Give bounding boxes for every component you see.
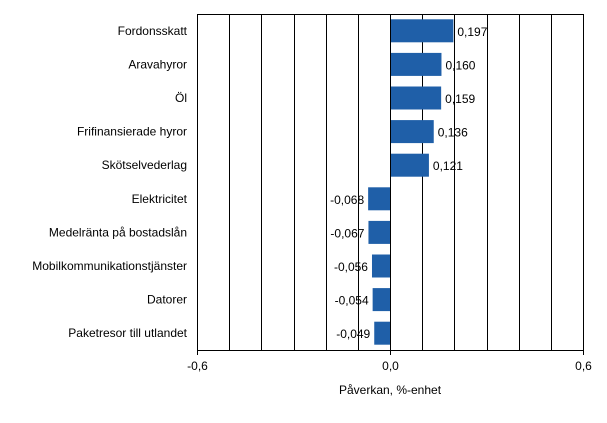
category-label: Öl (175, 91, 187, 105)
bar (390, 86, 442, 110)
category-label: Datorer (147, 293, 187, 307)
bar (390, 120, 434, 144)
bar (390, 19, 454, 43)
category-label: Elektricitet (132, 192, 188, 206)
value-label: 0,197 (457, 25, 487, 39)
value-label: -0,049 (336, 327, 370, 341)
value-label: -0,054 (335, 294, 369, 308)
value-label: 0,159 (445, 92, 475, 106)
x-tick-label: -0,6 (187, 359, 208, 373)
axes: -0,6 0,0 0,6 (187, 14, 592, 373)
value-label: 0,121 (433, 159, 463, 173)
value-label: -0,068 (330, 193, 364, 207)
bar (368, 220, 390, 244)
bar (368, 187, 390, 211)
x-tick-label: 0,0 (382, 359, 399, 373)
x-axis-title: Påverkan, %-enhet (339, 383, 442, 397)
category-labels: Fordonsskatt Aravahyror Öl Frifinansierade … (32, 24, 187, 340)
value-label: -0,067 (330, 226, 364, 240)
value-labels: 0,197 0,160 0,159 0,136 0,121 -0,068 -0,067 -0,… (330, 25, 488, 341)
bar (390, 153, 429, 177)
category-label: Frifinansierade hyror (77, 125, 187, 139)
value-label: 0,136 (438, 126, 468, 140)
category-label: Skötselvederlag (102, 158, 187, 172)
category-label: Aravahyror (128, 57, 187, 71)
category-label: Paketresor till utlandet (68, 326, 187, 340)
bar (372, 288, 390, 312)
category-label: Fordonsskatt (118, 24, 188, 38)
bar (371, 254, 390, 278)
category-label: Medelränta på bostadslån (49, 225, 187, 239)
category-label: Mobilkommunikationstjänster (32, 259, 187, 273)
value-label: -0,056 (334, 260, 368, 274)
x-tick-label: 0,6 (575, 359, 592, 373)
bar (390, 52, 442, 76)
bar (374, 321, 390, 345)
bars (368, 19, 454, 345)
value-label: 0,160 (445, 58, 475, 72)
